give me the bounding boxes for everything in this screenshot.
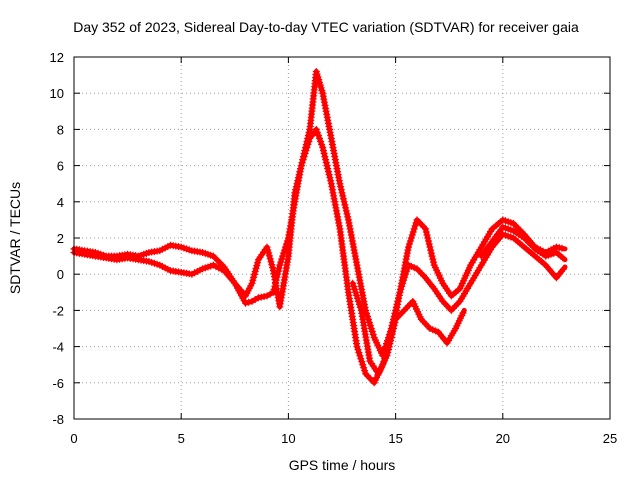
y-tick-label: 6: [57, 159, 64, 174]
axis-ticks: [73, 56, 611, 420]
y-tick-label: 2: [57, 231, 64, 246]
y-tick-label: -6: [52, 376, 64, 391]
y-tick-label: 12: [50, 50, 64, 65]
plus-markers: [70, 68, 566, 360]
x-tick-label: 20: [496, 431, 510, 446]
chart-title: Day 352 of 2023, Sidereal Day-to-day VTE…: [73, 19, 579, 35]
y-tick-label: 8: [57, 122, 64, 137]
x-tick-label: 10: [281, 431, 295, 446]
y-tick-label: 4: [57, 195, 64, 210]
x-tick-label: 15: [388, 431, 402, 446]
y-tick-label: -8: [52, 412, 64, 427]
series-track-c: [349, 279, 467, 378]
y-axis-label: SDTVAR / TECUs: [7, 182, 23, 294]
y-tick-labels: -8 -6 -4 -2 0 2 4 6 8 10 12: [50, 50, 64, 427]
y-tick-label: -4: [52, 340, 64, 355]
x-axis-label: GPS time / hours: [289, 457, 396, 473]
plus-markers: [349, 279, 467, 378]
series-track-d: [477, 223, 568, 263]
x-tick-label: 25: [603, 431, 617, 446]
x-tick-label: 5: [178, 431, 185, 446]
series-line: [71, 126, 568, 386]
y-tick-label: 0: [57, 267, 64, 282]
plus-markers: [477, 223, 567, 262]
series-line: [71, 69, 568, 359]
series-track-b: [70, 68, 568, 360]
x-tick-label: 0: [70, 431, 77, 446]
y-tick-label: 10: [50, 86, 64, 101]
x-tick-labels: 0 5 10 15 20 25: [70, 431, 617, 446]
data-points: [70, 68, 568, 387]
y-tick-label: -2: [52, 303, 64, 318]
